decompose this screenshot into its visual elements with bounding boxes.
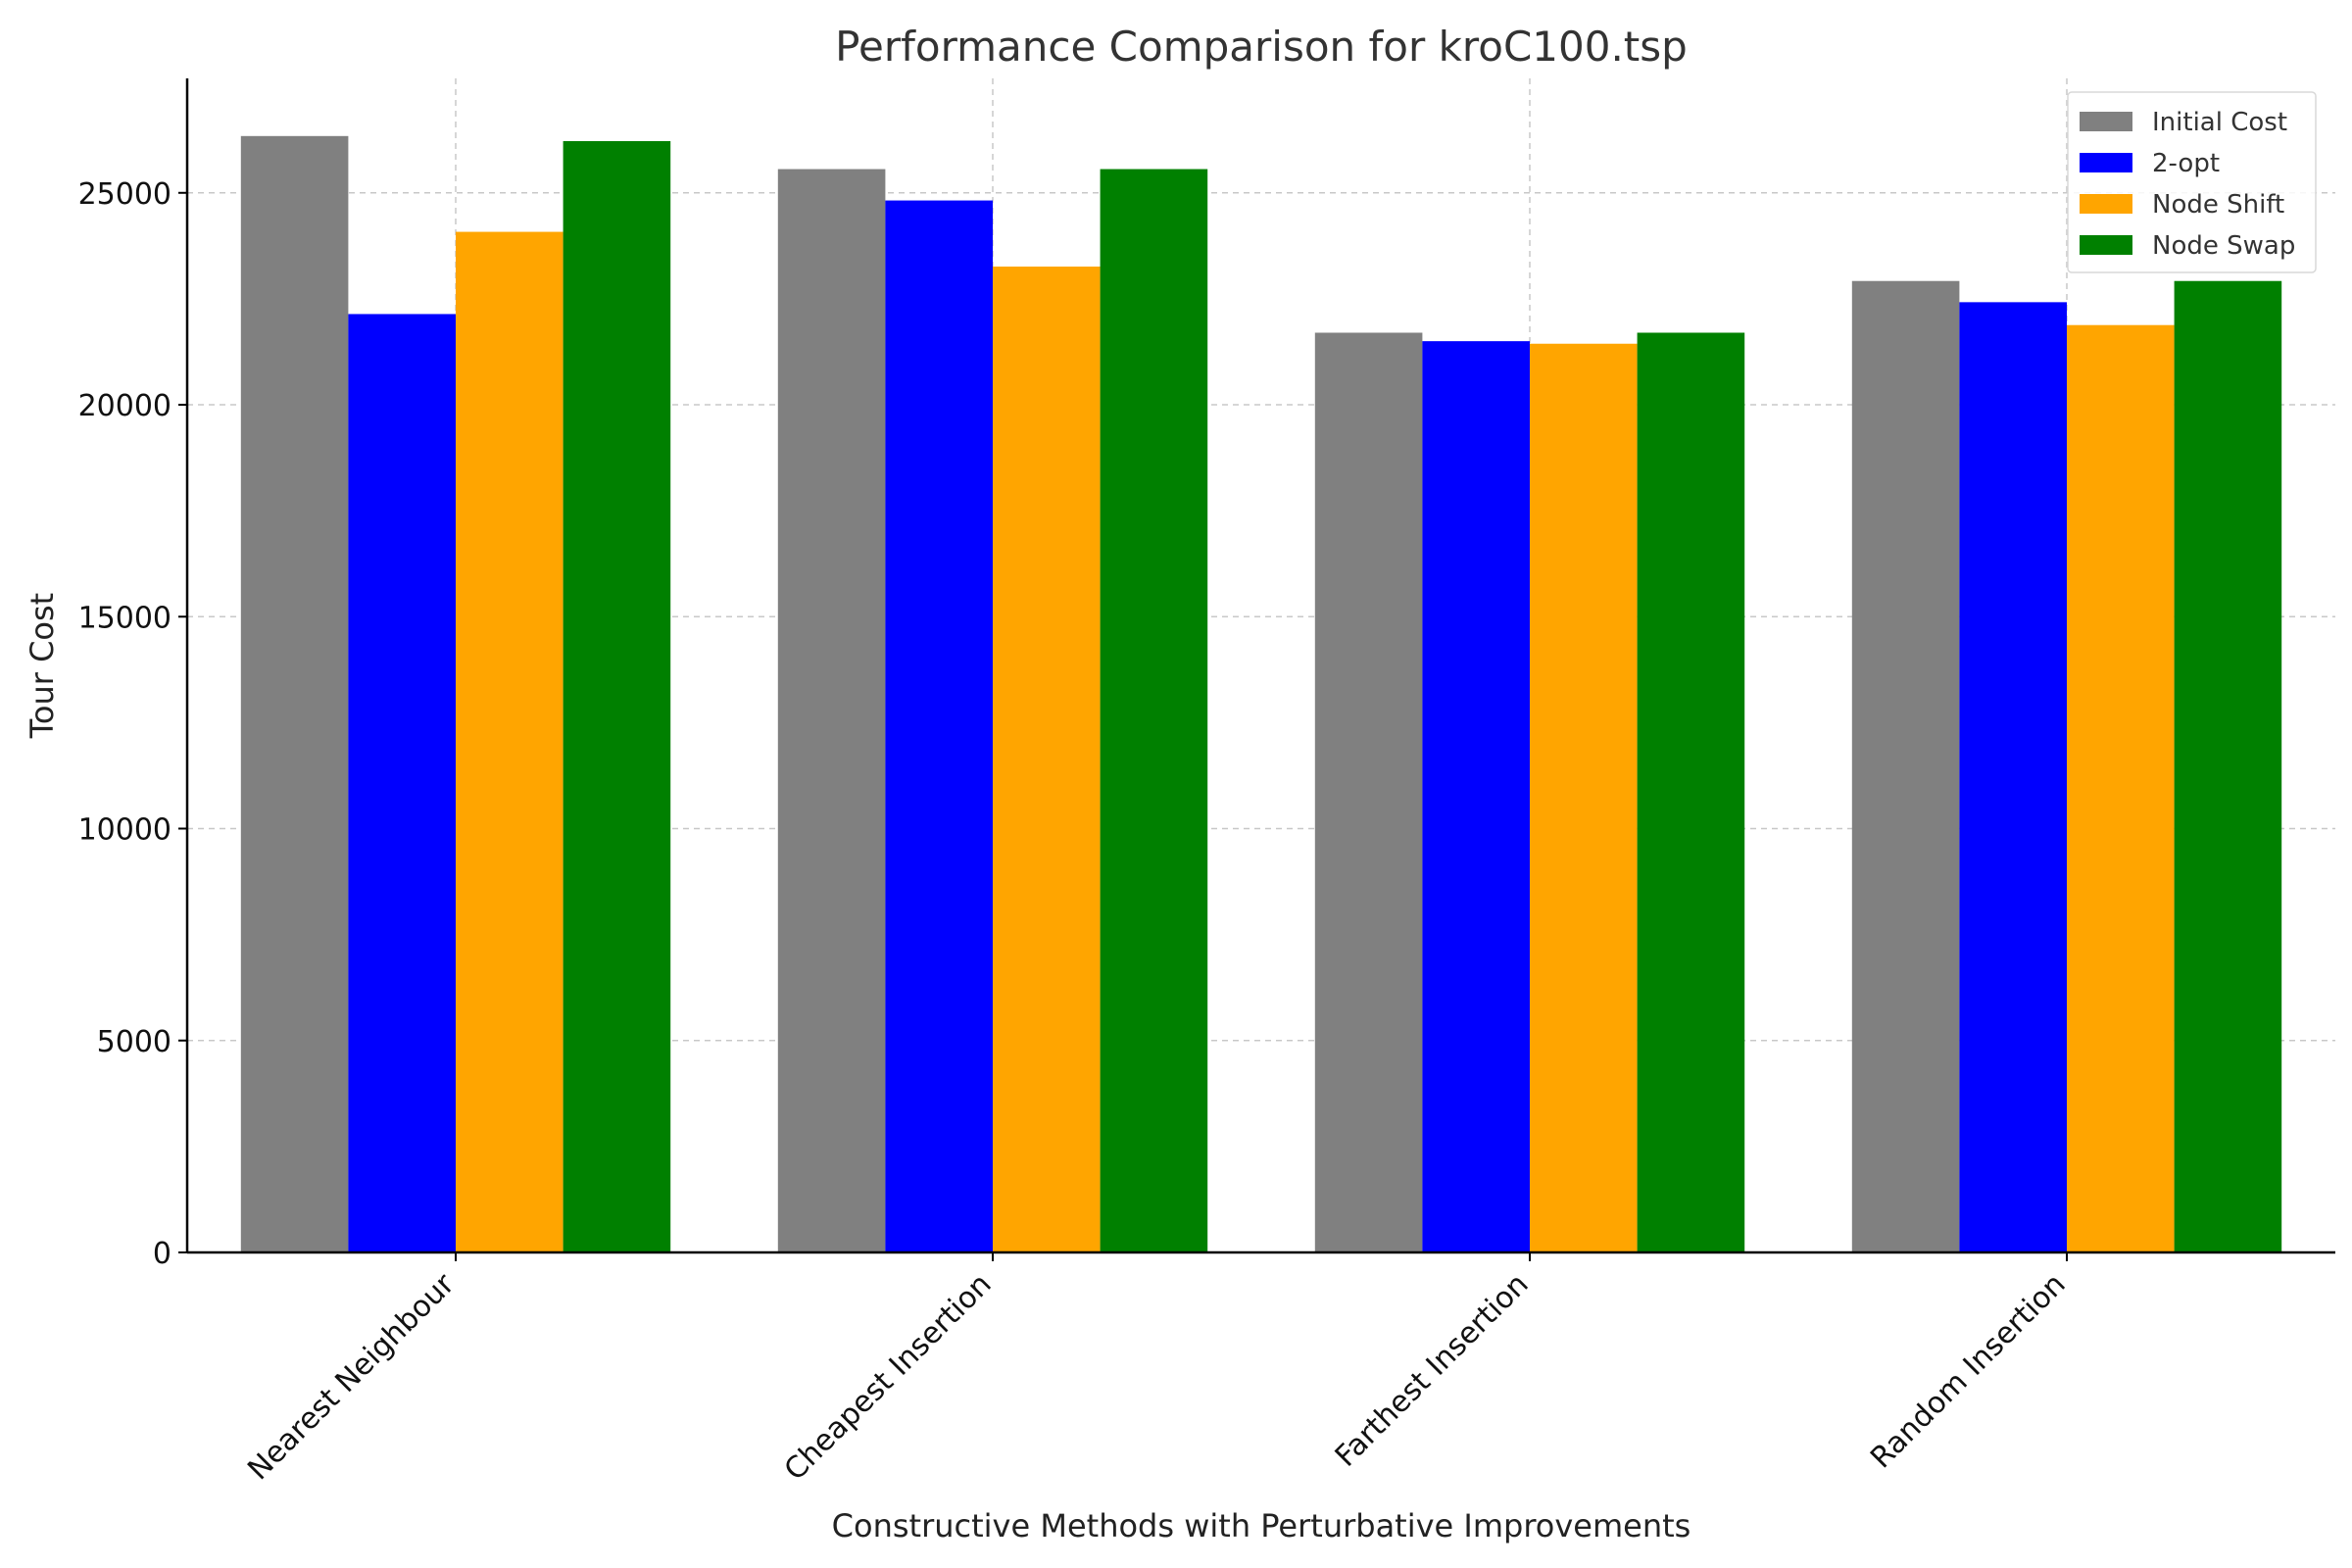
bar — [2174, 280, 2282, 1252]
x-axis-label: Constructive Methods with Perturbative I… — [832, 1507, 1691, 1544]
bar — [1959, 302, 2067, 1252]
bar — [2067, 324, 2175, 1253]
bar — [240, 135, 349, 1253]
bar — [348, 314, 456, 1253]
x-tick-label: Farthest Insertion — [1329, 1267, 1536, 1474]
bar — [563, 141, 671, 1252]
bar — [456, 231, 564, 1252]
y-tick-label: 0 — [153, 1237, 172, 1271]
y-tick-label: 10000 — [78, 813, 172, 848]
chart-title: Performance Comparison for kroC100.tsp — [835, 23, 1688, 71]
legend: Initial Cost 2-opt Node Shift Node Swap — [2067, 91, 2317, 273]
legend-box — [2067, 91, 2317, 273]
legend-swatch — [2080, 235, 2132, 255]
legend-swatch — [2080, 194, 2132, 214]
bar — [1530, 343, 1638, 1252]
bar — [777, 169, 886, 1252]
legend-label: 2-opt — [2152, 149, 2220, 178]
bar — [1422, 341, 1530, 1252]
legend-label: Node Shift — [2152, 190, 2284, 220]
legend-swatch — [2080, 112, 2132, 131]
y-axis-ticks: 0 5000 10000 15000 20000 25000 — [78, 177, 187, 1271]
y-tick-label: 20000 — [78, 389, 172, 423]
bar — [1314, 332, 1423, 1252]
x-tick-label: Cheapest Insertion — [778, 1267, 999, 1488]
bar — [1100, 169, 1208, 1252]
x-tick-label: Nearest Neighbour — [241, 1266, 462, 1487]
bar — [1851, 280, 1960, 1252]
x-axis-ticks: Nearest Neighbour Cheapest Insertion Farth… — [241, 1252, 2073, 1488]
legend-label: Node Swap — [2152, 231, 2295, 261]
bar — [885, 200, 993, 1253]
y-axis-label: Tour Cost — [24, 593, 61, 739]
x-tick-label: Random Insertion — [1864, 1267, 2072, 1475]
y-tick-label: 25000 — [78, 177, 172, 212]
y-tick-label: 15000 — [78, 601, 172, 635]
y-tick-label: 5000 — [97, 1025, 172, 1059]
axes — [185, 78, 2335, 1254]
bar — [993, 267, 1101, 1252]
legend-label: Initial Cost — [2152, 108, 2287, 137]
bars — [240, 135, 2282, 1253]
legend-swatch — [2080, 153, 2132, 172]
bar — [1637, 332, 1745, 1252]
